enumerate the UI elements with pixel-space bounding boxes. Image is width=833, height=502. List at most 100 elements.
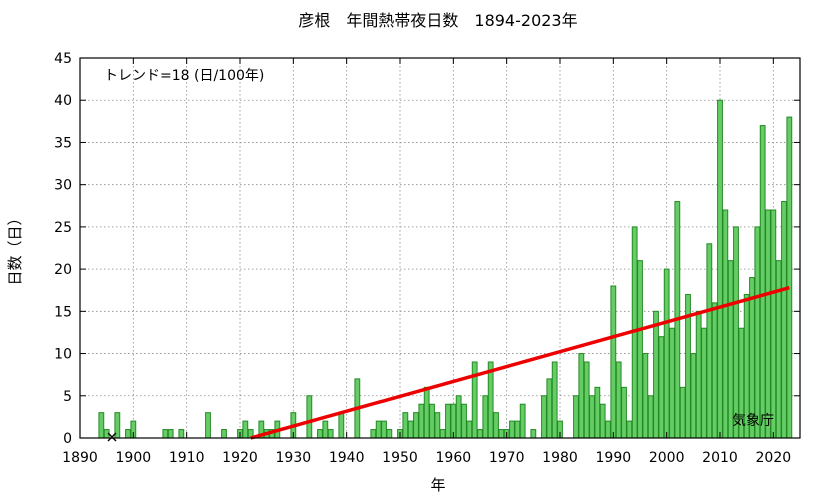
bar-1990: [610, 285, 617, 439]
x-tick-label: 1940: [329, 450, 365, 466]
bar-2009: [711, 302, 718, 439]
bar-1952: [407, 420, 414, 439]
x-tick-label: 1950: [382, 450, 418, 466]
x-axis-title: 年: [430, 476, 445, 494]
bar-1917: [221, 429, 227, 439]
bar-1947: [381, 420, 387, 439]
bar-2005: [690, 353, 697, 439]
bar-2023: [786, 116, 793, 439]
trend-label: トレンド=18 (日/100年): [104, 68, 264, 84]
bar-1937: [327, 429, 334, 439]
bar-1936: [322, 420, 329, 439]
y-tick-label: 15: [54, 304, 72, 320]
bar-1992: [621, 386, 627, 439]
plot-frame: [79, 57, 801, 439]
x-tick-label: 1970: [489, 450, 525, 466]
bar-1998: [653, 310, 659, 439]
missing-marker-1896: [107, 432, 117, 442]
y-tick-label: 10: [54, 347, 72, 363]
y-axis-title: 日数（日）: [6, 210, 24, 285]
bar-1894: [98, 412, 105, 439]
x-tick-label: 2010: [702, 450, 738, 466]
bar-1977: [541, 395, 547, 439]
x-axis-ticks: 1890 1900 1910 1920 1930 1940 1950 1960 1970 1980…: [62, 58, 791, 466]
x-tick-label: 1920: [222, 450, 258, 466]
y-tick-label: 45: [54, 51, 72, 67]
bar-2021: [775, 260, 782, 439]
bar-1975: [530, 429, 537, 439]
bar-1967: [487, 361, 494, 439]
bar-2019: [765, 209, 771, 439]
bar-1995: [637, 260, 643, 439]
bar-1933: [306, 395, 313, 439]
bar-1935: [317, 429, 323, 439]
bar-1988: [599, 403, 606, 439]
x-tick-label: 1900: [116, 450, 152, 466]
bar-1956: [429, 403, 435, 439]
bar-1972: [514, 420, 521, 439]
bar-1962: [461, 403, 467, 439]
chart-title: 彦根 年間熱帯夜日数 1894-2023年: [298, 11, 577, 30]
bar-2007: [701, 327, 707, 439]
y-tick-label: 40: [54, 93, 72, 109]
source-label: 気象庁: [732, 413, 774, 429]
bar-2013: [733, 226, 739, 439]
bar-1997: [647, 395, 654, 439]
bar-1953: [413, 412, 419, 439]
bar-1948: [386, 429, 393, 439]
bar-2022: [781, 201, 787, 439]
x-tick-label: 1890: [62, 450, 98, 466]
bar-1959: [445, 403, 451, 439]
missing-markers: [107, 432, 117, 442]
bar-1945: [370, 429, 377, 439]
y-tick-label: 0: [63, 431, 72, 447]
bar-2006: [695, 310, 702, 439]
bar-1966: [482, 395, 489, 439]
bar-1909: [178, 429, 185, 439]
bar-2012: [727, 260, 734, 439]
bar-1957: [434, 412, 441, 439]
y-tick-label: 20: [54, 262, 72, 278]
bar-2003: [679, 386, 686, 439]
y-tick-label: 35: [54, 135, 72, 151]
bar-1986: [589, 395, 595, 439]
bar-1978: [546, 378, 553, 439]
bar-1979: [551, 361, 558, 439]
bar-2000: [663, 268, 670, 439]
bar-1955: [423, 386, 430, 439]
bar-1996: [642, 353, 649, 439]
bar-1983: [573, 395, 579, 439]
bar-1907: [167, 429, 174, 439]
x-tick-label: 1980: [542, 450, 578, 466]
y-tick-label: 30: [54, 178, 72, 194]
bar-2017: [754, 226, 761, 439]
bar-1906: [162, 429, 169, 439]
bar-1946: [375, 420, 382, 439]
bar-1954: [418, 403, 425, 439]
bar-1968: [493, 412, 499, 439]
bar-1985: [583, 361, 590, 439]
x-tick-label: 1960: [436, 450, 472, 466]
bar-1989: [605, 420, 611, 439]
bar-2011: [722, 209, 729, 439]
bar-1971: [509, 420, 515, 439]
y-tick-label: 25: [54, 220, 72, 236]
trend-line: [250, 286, 790, 440]
y-tick-label: 5: [63, 389, 72, 405]
bar-1961: [455, 395, 462, 439]
x-tick-label: 1930: [276, 450, 312, 466]
x-tick-label: 1990: [596, 450, 632, 466]
bar-2020: [770, 209, 777, 439]
bar-1951: [402, 412, 409, 439]
x-tick-label: 1910: [169, 450, 205, 466]
bar-2001: [669, 327, 675, 439]
x-tick-label: 2000: [649, 450, 685, 466]
bar-1963: [466, 420, 473, 439]
bar-1921: [242, 420, 249, 439]
bar-1987: [594, 386, 601, 439]
bar-1969: [498, 429, 505, 439]
bar-1914: [205, 412, 211, 439]
bar-1958: [439, 429, 446, 439]
